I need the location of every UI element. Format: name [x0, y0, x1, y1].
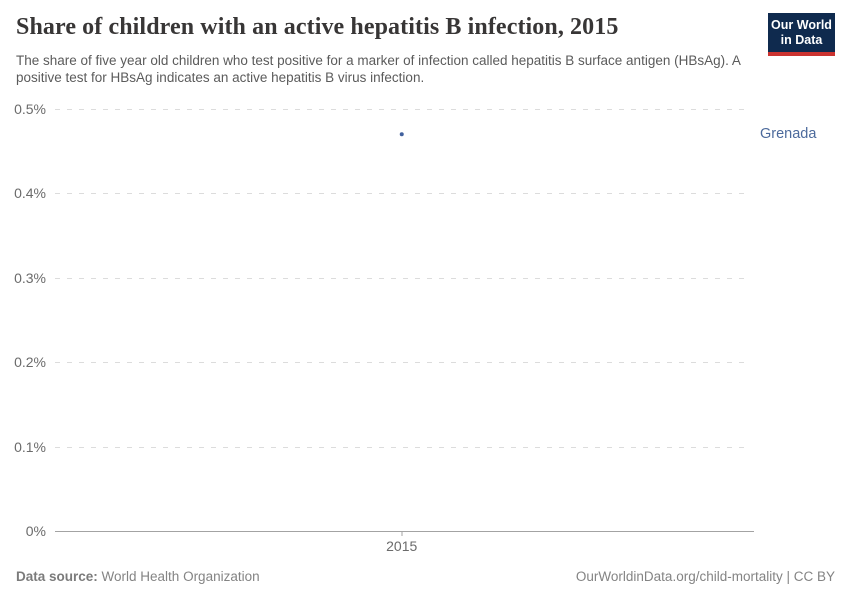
x-axis-line	[55, 531, 754, 532]
owid-logo-line1: Our World	[771, 18, 832, 32]
x-tick-label: 2015	[386, 538, 418, 554]
entity-label-grenada[interactable]: Grenada	[760, 126, 817, 143]
y-tick-label: 0.1%	[14, 438, 46, 455]
gridline	[55, 277, 750, 279]
data-source-label: Data source:	[16, 569, 98, 584]
owid-logo-line2: in Data	[780, 32, 823, 47]
data-source: Data source: World Health Organization	[16, 569, 260, 584]
data-source-value: World Health Organization	[97, 569, 260, 584]
page-title: Share of children with an active hepatit…	[16, 14, 619, 40]
y-tick-label: 0.5%	[14, 101, 46, 117]
data-point-grenada[interactable]	[399, 132, 404, 137]
y-tick-label: 0.3%	[14, 269, 46, 286]
gridline	[55, 446, 750, 448]
gridline	[55, 109, 750, 110]
chart-plot-area: 0% 0.1% 0.2% 0.3% 0.4% 0.5% 2015 Grenada	[14, 101, 816, 554]
chart-footer: Data source: World Health Organization O…	[16, 569, 835, 584]
credit-link[interactable]: OurWorldinData.org/child-mortality | CC …	[575, 569, 835, 584]
y-tick-label: 0.2%	[14, 354, 46, 371]
y-tick-label: 0%	[25, 523, 46, 539]
x-tick-mark	[401, 531, 403, 536]
y-tick-label: 0.4%	[14, 185, 46, 202]
chart-subtitle: The share of five year old children who …	[16, 53, 741, 86]
gridline	[55, 193, 750, 195]
owid-logo[interactable]: Our World in Data	[768, 13, 835, 56]
gridline	[55, 362, 750, 364]
